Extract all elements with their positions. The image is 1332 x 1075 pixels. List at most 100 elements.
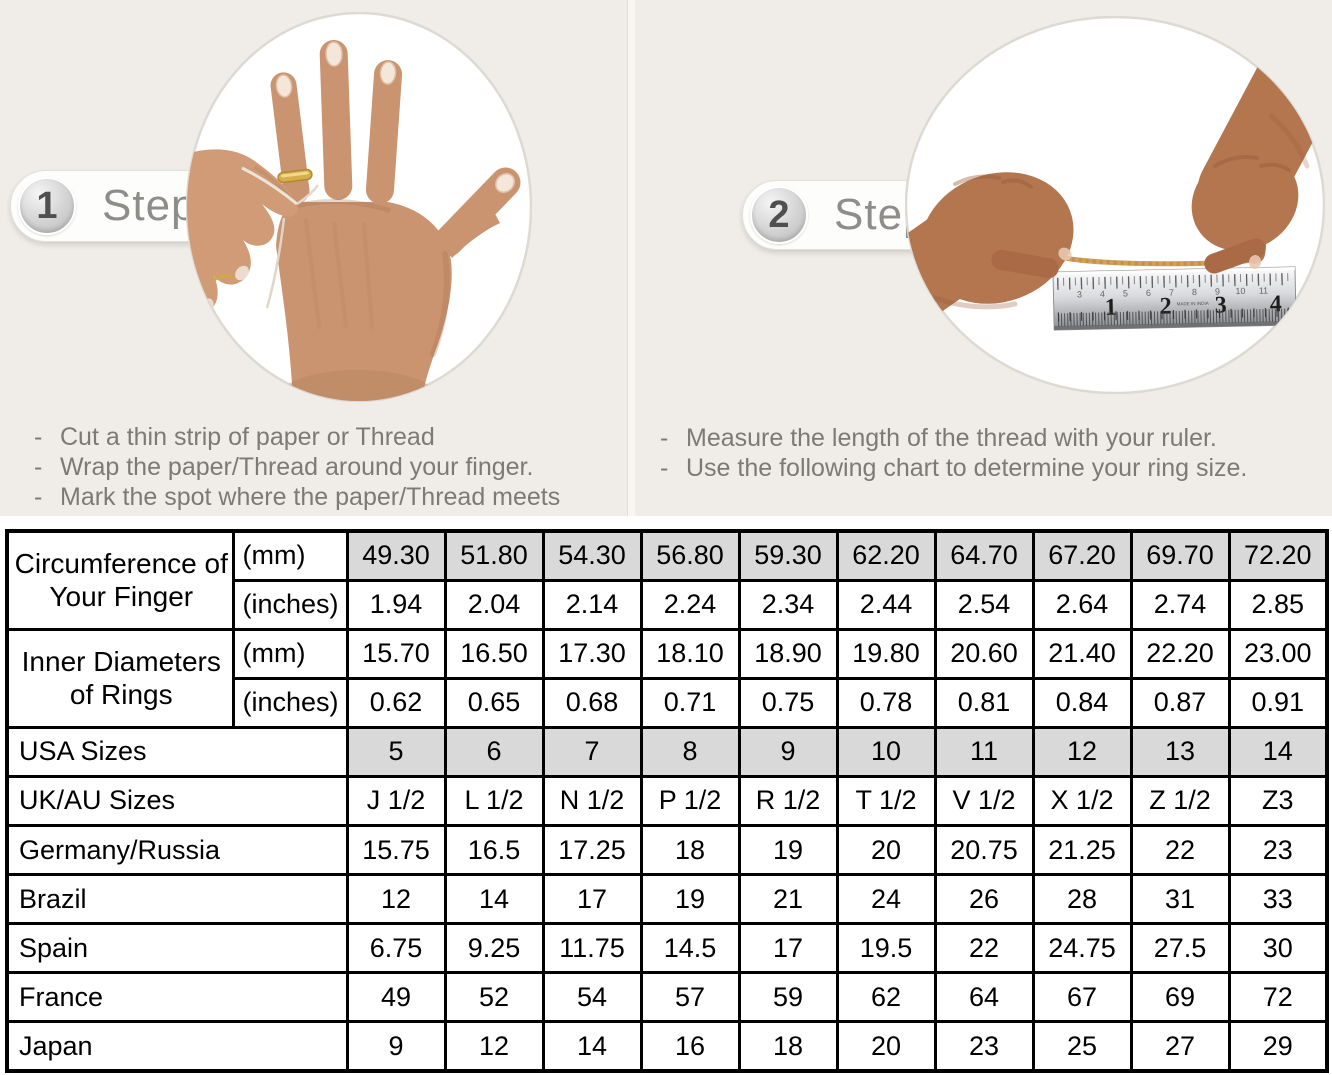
size-value: 49.30: [345, 529, 447, 582]
row-label: Germany/Russia: [5, 823, 349, 877]
step-1-number-circle: 1: [18, 177, 76, 235]
size-value: 12: [345, 873, 447, 926]
size-value: 22: [1129, 823, 1231, 877]
size-value: 2.24: [639, 578, 741, 631]
size-value: 17.25: [541, 823, 643, 877]
size-value: 69.70: [1129, 529, 1231, 582]
svg-text:10: 10: [1235, 286, 1245, 296]
size-chart-body: Circumference of Your Finger (mm) 49.30 51.…: [5, 529, 1329, 1073]
row-label: Spain: [5, 922, 349, 975]
size-value: 62.20: [835, 529, 937, 582]
size-value: 2.54: [933, 578, 1035, 631]
size-value: P 1/2: [639, 774, 741, 827]
table-row: Japan 9 12 14 16 18 20 23 25 27 29: [5, 1020, 1329, 1073]
size-value: 64: [933, 971, 1035, 1024]
table-row: France 49 52 54 57 59 62 64 67 69 72: [5, 971, 1329, 1024]
size-value: 59.30: [737, 529, 839, 582]
size-value: R 1/2: [737, 774, 839, 827]
size-value: 11.75: [541, 922, 643, 975]
svg-text:MADE IN INDIA: MADE IN INDIA: [1177, 301, 1209, 307]
size-value: 2.34: [737, 578, 839, 631]
size-value: 9.25: [443, 922, 545, 975]
size-value: 9: [737, 725, 839, 778]
size-value: 15.70: [345, 627, 447, 680]
size-value: 26: [933, 873, 1035, 926]
svg-text:6: 6: [1146, 288, 1151, 298]
svg-text:7: 7: [1169, 287, 1174, 297]
unit-label: (inches): [231, 676, 349, 729]
size-value: 5: [345, 725, 447, 778]
size-value: 20: [835, 1020, 937, 1073]
table-row: (inches) 1.94 2.04 2.14 2.24 2.34 2.44 2.54 2.64…: [7, 578, 1329, 631]
size-value: 23: [933, 1020, 1035, 1073]
size-value: 0.84: [1031, 676, 1133, 729]
size-value: 28: [1031, 873, 1133, 926]
row-label: USA Sizes: [5, 725, 349, 778]
dash-bullet: -: [660, 454, 669, 482]
instruction-panels: 1 Step 2 Step: [0, 0, 1332, 516]
step-2-number: 2: [768, 193, 790, 236]
unit-label: (inches): [231, 578, 349, 631]
size-value: 21.40: [1031, 627, 1133, 680]
size-value: 0.65: [443, 676, 545, 729]
size-value: 9: [345, 1020, 447, 1073]
step-1-instructions: - Cut a thin strip of paper or Thread - Wra…: [34, 422, 619, 512]
size-value: 12: [1031, 725, 1133, 778]
size-value: 8: [639, 725, 741, 778]
row-label: UK/AU Sizes: [5, 774, 349, 827]
size-value: 22.20: [1129, 627, 1231, 680]
dash-bullet: -: [660, 424, 669, 452]
step-2-instructions: - Measure the length of the thread with y…: [660, 423, 1325, 483]
ruler-number-2: 2: [1159, 294, 1172, 320]
size-value: 19.80: [835, 627, 937, 680]
size-value: V 1/2: [933, 774, 1035, 827]
size-value: 11: [933, 725, 1035, 778]
size-value: 16.5: [443, 823, 545, 877]
size-value: 20: [835, 823, 937, 877]
size-value: 1.94: [345, 578, 447, 631]
row-group-label: Circumference of Your Finger: [5, 529, 235, 631]
svg-text:11: 11: [1259, 286, 1269, 296]
instruction-item: - Measure the length of the thread with y…: [660, 423, 1325, 453]
size-value: 30: [1227, 922, 1329, 975]
size-value: 17.30: [541, 627, 643, 680]
ruler-number-3: 3: [1214, 292, 1227, 318]
instruction-text: Wrap the paper/Thread around your finger…: [60, 453, 534, 481]
table-row: Germany/Russia 15.75 16.5 17.25 18 19 20 20.75 2…: [5, 823, 1329, 877]
size-value: 27: [1129, 1020, 1231, 1073]
instruction-item: - Use the following chart to determine yo…: [660, 453, 1325, 483]
size-value: 6.75: [345, 922, 447, 975]
size-value: 24.75: [1031, 922, 1133, 975]
row-label: Brazil: [5, 873, 349, 926]
svg-text:8: 8: [1192, 287, 1197, 297]
instruction-text: Measure the length of the thread with yo…: [686, 424, 1217, 452]
size-value: 7: [541, 725, 643, 778]
size-value: 2.74: [1129, 578, 1231, 631]
size-value: 18.10: [639, 627, 741, 680]
instruction-item: - Wrap the paper/Thread around your finge…: [34, 452, 619, 482]
size-value: 72: [1227, 971, 1329, 1024]
size-value: 29: [1227, 1020, 1329, 1073]
table-row: UK/AU Sizes J 1/2 L 1/2 N 1/2 P 1/2 R 1/2 T 1/…: [5, 774, 1329, 827]
size-value: 2.04: [443, 578, 545, 631]
size-value: 0.75: [737, 676, 839, 729]
size-value: 18: [639, 823, 741, 877]
table-row: Inner Diameters of Rings (mm) 15.70 16.50 17…: [5, 627, 1329, 729]
size-value: 14: [541, 1020, 643, 1073]
table-row: Spain 6.75 9.25 11.75 14.5 17 19.5 22 24.75 27.5 3…: [5, 922, 1329, 975]
size-value: 19: [737, 823, 839, 877]
size-value: 2.14: [541, 578, 643, 631]
size-value: 14.5: [639, 922, 741, 975]
instruction-text: Mark the spot where the paper/Thread mee…: [60, 483, 561, 511]
size-value: 2.85: [1227, 578, 1329, 631]
size-value: 0.68: [541, 676, 643, 729]
size-value: 54: [541, 971, 643, 1024]
size-value: N 1/2: [541, 774, 643, 827]
size-value: 16.50: [443, 627, 545, 680]
step-1-label: Step: [102, 181, 197, 230]
size-value: 21.25: [1031, 823, 1133, 877]
size-value: 0.87: [1129, 676, 1231, 729]
